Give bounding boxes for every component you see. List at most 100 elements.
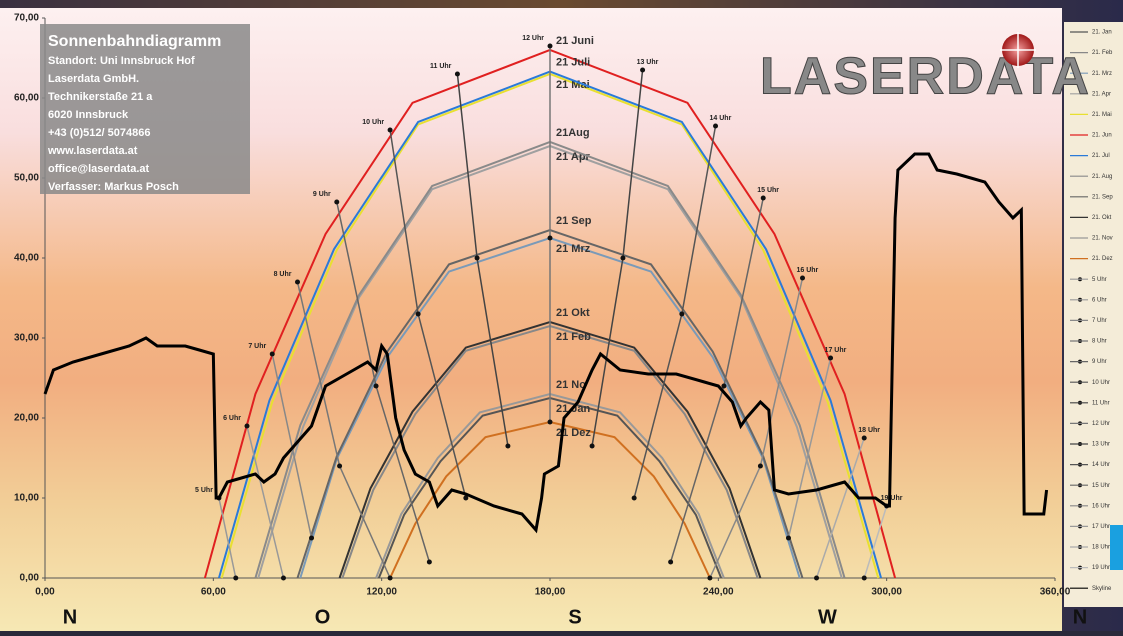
compass-label: S (568, 606, 581, 628)
hour-point (548, 236, 553, 241)
hour-point (388, 576, 393, 581)
hour-point (416, 312, 421, 317)
chart: 0,0010,0020,0030,0040,0050,0060,0070,000… (0, 0, 1123, 631)
legend-label: 10 Uhr (1092, 380, 1110, 386)
hour-point (337, 464, 342, 469)
y-tick-label: 0,00 (20, 573, 40, 584)
legend-label: 5 Uhr (1092, 277, 1107, 283)
hour-label: 17 Uhr (825, 347, 847, 354)
hour-point (374, 384, 379, 389)
hour-point (862, 576, 867, 581)
hour-point (309, 536, 314, 541)
legend-label: 16 Uhr (1092, 503, 1110, 509)
hour-point (233, 576, 238, 581)
y-tick-label: 30,00 (14, 333, 39, 344)
legend-label: 19 Uhr (1092, 565, 1110, 571)
x-tick-label: 180,00 (535, 587, 566, 598)
hour-point (427, 560, 432, 565)
info-line: office@laserdata.at (48, 163, 150, 175)
legend-label: 21. Dez (1092, 256, 1113, 262)
hour-point (334, 200, 339, 205)
logo-text: LASERDATA (760, 48, 1091, 106)
hour-point (548, 420, 553, 425)
legend-label: Skyline (1092, 586, 1112, 592)
hour-point (632, 496, 637, 501)
legend-label: 21. Mrz (1092, 71, 1112, 77)
info-line: Verfasser: Markus Posch (48, 181, 179, 193)
y-tick-label: 50,00 (14, 173, 39, 184)
month-label: 21 Juli (556, 57, 590, 69)
legend-label: 21. Mai (1092, 112, 1112, 118)
hour-point (707, 576, 712, 581)
info-line: www.laserdata.at (47, 145, 138, 157)
x-tick-label: 60,00 (201, 587, 226, 598)
y-tick-label: 40,00 (14, 253, 39, 264)
hour-label: 9 Uhr (313, 191, 331, 198)
x-tick-label: 360,00 (1040, 587, 1071, 598)
legend-label: 9 Uhr (1092, 359, 1107, 365)
hour-point (475, 256, 480, 261)
legend-label: 21. Apr (1092, 91, 1111, 97)
month-label: 21 Okt (556, 307, 590, 319)
hour-point (758, 464, 763, 469)
y-tick-label: 10,00 (14, 493, 39, 504)
hour-label: 16 Uhr (797, 267, 819, 274)
legend-label: 12 Uhr (1092, 421, 1110, 427)
hour-point (245, 424, 250, 429)
hour-label: 11 Uhr (430, 63, 452, 70)
x-tick-label: 120,00 (366, 587, 397, 598)
hour-label: 14 Uhr (710, 115, 732, 122)
hour-point (455, 72, 460, 77)
hour-label: 5 Uhr (195, 487, 213, 494)
info-box: Sonnenbahndiagramm Standort: Uni Innsbru… (40, 24, 250, 194)
hour-point (281, 576, 286, 581)
info-line: +43 (0)512/ 5074866 (48, 127, 150, 139)
hour-label: 13 Uhr (637, 59, 659, 66)
hour-label: 8 Uhr (274, 271, 292, 278)
info-line: Laserdata GmbH. (48, 73, 139, 85)
legend-label: 21. Aug (1092, 174, 1112, 180)
x-tick-label: 300,00 (871, 587, 902, 598)
hour-point (814, 576, 819, 581)
hour-label: 7 Uhr (248, 343, 266, 350)
month-label: 21Aug (556, 127, 590, 139)
hour-label: 6 Uhr (223, 415, 241, 422)
hour-point (590, 444, 595, 449)
hour-point (548, 44, 553, 49)
info-title: Sonnenbahndiagramm (48, 33, 221, 50)
compass-label: N (63, 606, 77, 628)
hour-point (388, 128, 393, 133)
hour-label: 10 Uhr (362, 119, 384, 126)
hour-point (800, 276, 805, 281)
hour-point (679, 312, 684, 317)
legend-label: 18 Uhr (1092, 545, 1110, 551)
legend-label: 21. Nov (1092, 236, 1113, 242)
hour-point (721, 384, 726, 389)
hour-point (620, 256, 625, 261)
hour-label: 19 Uhr (881, 495, 903, 502)
hour-point (640, 68, 645, 73)
legend-label: 11 Uhr (1092, 400, 1110, 406)
y-tick-label: 20,00 (14, 413, 39, 424)
hour-label: 15 Uhr (757, 187, 779, 194)
month-label: 21 No (556, 379, 586, 391)
info-line: Technikerstaße 21 a (48, 91, 153, 103)
y-tick-label: 60,00 (14, 93, 39, 104)
legend-label: 15 Uhr (1092, 483, 1110, 489)
legend-label: 21. Jan (1092, 30, 1112, 36)
compass-label: N (1073, 606, 1087, 628)
legend-label: 13 Uhr (1092, 442, 1110, 448)
hour-point (828, 356, 833, 361)
hour-point (786, 536, 791, 541)
hour-point (761, 196, 766, 201)
legend-label: 8 Uhr (1092, 339, 1107, 345)
legend-panel (1064, 22, 1123, 607)
month-label: 21 Sep (556, 215, 592, 227)
hour-point (713, 124, 718, 129)
scroll-marker (1110, 525, 1123, 570)
legend-label: 14 Uhr (1092, 462, 1110, 468)
hour-label: 18 Uhr (858, 427, 880, 434)
month-label: 21 Mrz (556, 243, 591, 255)
hour-point (505, 444, 510, 449)
legend-label: 21. Sep (1092, 194, 1113, 200)
